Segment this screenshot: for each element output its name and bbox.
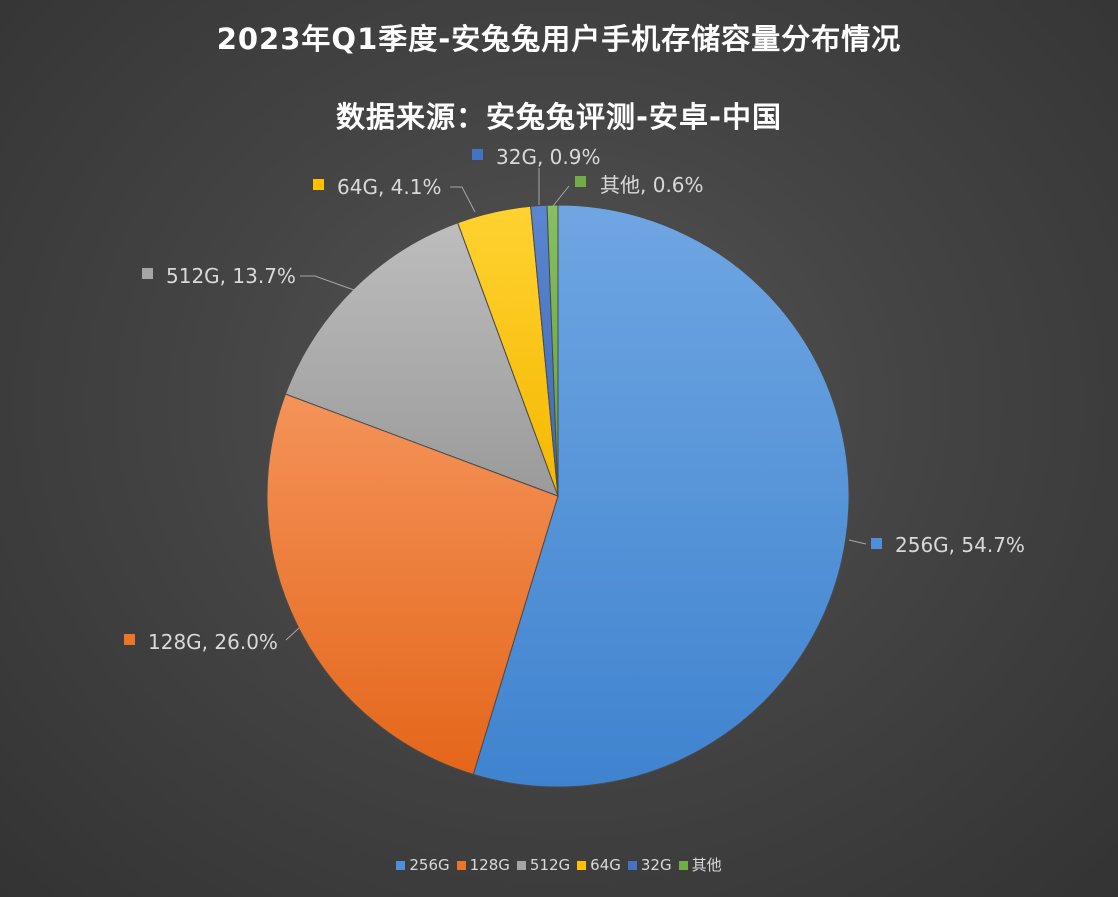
legend-swatch bbox=[678, 860, 688, 870]
legend-item-32G: 32G bbox=[627, 854, 672, 876]
data-label-其他: 其他, 0.6% bbox=[600, 173, 704, 197]
data-label-swatch-其他 bbox=[575, 176, 586, 187]
legend-label: 其他 bbox=[691, 856, 722, 874]
data-label-64G: 64G, 4.1% bbox=[337, 175, 441, 199]
leader-line-256G bbox=[848, 539, 867, 545]
leader-line-128G bbox=[285, 627, 300, 641]
legend-swatch bbox=[577, 860, 587, 870]
pie-slice-其他 bbox=[546, 204, 559, 497]
legend: 256G 128G 512G 64G 32G 其他 bbox=[0, 854, 1118, 876]
data-label-swatch-128G bbox=[124, 634, 135, 645]
data-label-swatch-256G bbox=[871, 538, 882, 549]
legend-label: 128G bbox=[469, 856, 510, 874]
legend-item-128G: 128G bbox=[456, 854, 510, 876]
data-label-32G: 32G, 0.9% bbox=[496, 145, 600, 169]
chart-title: 2023年Q1季度-安兔兔用户手机存储容量分布情况 bbox=[216, 22, 902, 56]
legend-label: 512G bbox=[529, 856, 571, 874]
leader-line-64G bbox=[450, 186, 476, 213]
legend-swatch bbox=[396, 860, 406, 870]
chart-subtitle: 数据来源：安兔兔评测-安卓-中国 bbox=[335, 100, 783, 134]
legend-label: 32G bbox=[640, 856, 672, 874]
legend-swatch bbox=[627, 860, 637, 870]
legend-item-256G: 256G bbox=[396, 854, 450, 876]
data-label-512G: 512G, 13.7% bbox=[166, 264, 296, 288]
leader-line-其他 bbox=[552, 185, 570, 207]
data-label-swatch-32G bbox=[472, 149, 483, 160]
data-label-256G: 256G, 54.7% bbox=[895, 533, 1025, 557]
data-label-128G: 128G, 26.0% bbox=[148, 630, 278, 654]
pie-slice-256G bbox=[472, 204, 850, 788]
legend-item-64G: 64G bbox=[577, 854, 621, 876]
legend-label: 64G bbox=[590, 856, 621, 874]
leader-line-512G bbox=[300, 275, 355, 291]
data-label-swatch-64G bbox=[313, 179, 324, 190]
legend-swatch bbox=[516, 860, 526, 870]
legend-item-其他: 其他 bbox=[678, 854, 722, 876]
legend-swatch bbox=[456, 860, 466, 870]
legend-item-512G: 512G bbox=[516, 854, 571, 876]
legend-label: 256G bbox=[409, 856, 450, 874]
pie-slice-128G bbox=[266, 393, 559, 776]
data-label-swatch-512G bbox=[142, 268, 153, 279]
